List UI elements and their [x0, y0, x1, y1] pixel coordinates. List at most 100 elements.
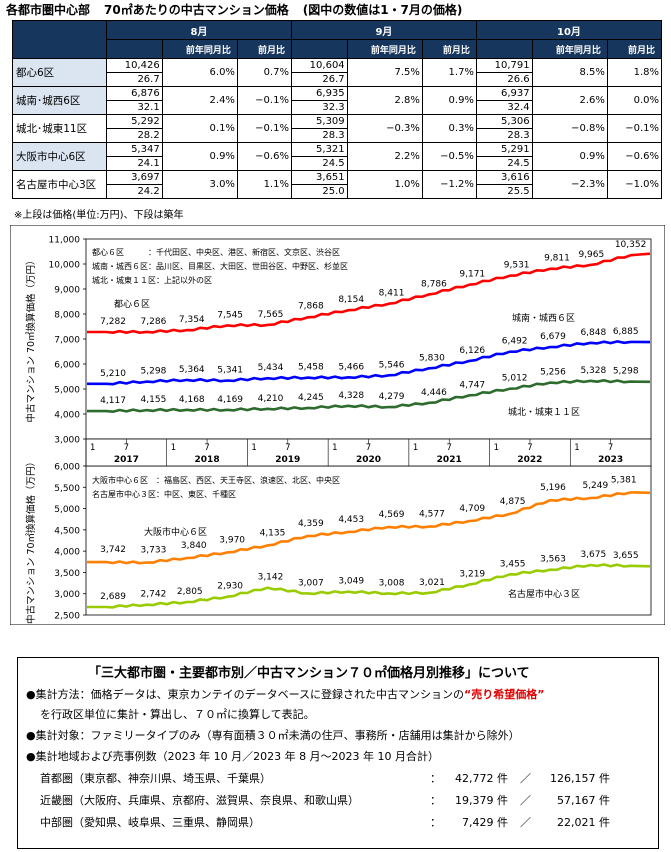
- chart-frame: [10, 225, 665, 625]
- data-label: 4,210: [258, 394, 284, 404]
- data-label: 9,965: [578, 250, 604, 260]
- data-label: 5,210: [100, 369, 126, 379]
- age-value: 28.3: [322, 130, 345, 141]
- y-tick-label: 11,000: [49, 236, 81, 246]
- price-value: 5,306: [476, 115, 532, 129]
- series-line: [87, 252, 651, 334]
- y-axis-label: 中古マンション 70㎡換算価格（万円）: [25, 457, 37, 624]
- y-tick-label: 3,000: [54, 436, 80, 446]
- y-tick-label: 5,000: [54, 386, 80, 396]
- price-cell: 6,935 32.3: [290, 86, 348, 115]
- data-label: 4,453: [338, 515, 364, 525]
- table-row: 城北･城東11区 5,292 28.2 0.1% −0.1% 5,309 28.3 −0.3%…: [12, 114, 663, 143]
- age-value: 24.5: [507, 158, 530, 169]
- month-header-1: 8月: [106, 20, 292, 40]
- data-label: 6,848: [580, 328, 606, 338]
- data-label: 4,135: [260, 528, 286, 538]
- yoy-value: −0.3%: [346, 114, 423, 143]
- y-axis-label: 中古マンション 70㎡換算価格（万円）: [25, 255, 37, 422]
- data-label: 6,126: [459, 346, 485, 356]
- series-1: 3,742 3,733 3,840 3,970 4,135 4,359 4,453 4,569…: [87, 475, 651, 565]
- x-year-label: 2019: [275, 455, 300, 465]
- x-tick-label: 1: [413, 443, 418, 453]
- price-cell: 5,347 24.1: [106, 142, 163, 171]
- y-tick-label: 5,000: [54, 505, 80, 515]
- price-cell: 10,791 26.6: [475, 58, 533, 87]
- price-cell: 10,604 26.7: [290, 58, 348, 87]
- x-tick-label: 1: [332, 443, 337, 453]
- series-name-label: 名古屋市中心３区: [508, 588, 580, 600]
- age-value: 32.4: [507, 102, 530, 113]
- table-row: 城南･城西6区 6,876 32.1 2.4% −0.1% 6,935 32.3 2.8% 0.…: [12, 86, 663, 115]
- age-value: 25.0: [322, 186, 345, 197]
- title-note: (図中の数値は1・7月の価格): [302, 3, 463, 17]
- data-label: 6,492: [502, 337, 528, 347]
- table-row: 都心6区 10,426 26.7 6.0% 0.7% 10,604 26.7 7.5% 1.7%…: [12, 58, 663, 87]
- age-value: 32.1: [137, 102, 160, 113]
- data-label: 7,565: [258, 310, 284, 320]
- price-cell: 3,697 24.2: [106, 170, 163, 199]
- age-value: 28.3: [507, 130, 530, 141]
- yoy-value: 0.9%: [531, 142, 608, 171]
- table-corner: [12, 20, 107, 59]
- data-label: 5,298: [613, 367, 639, 377]
- mom-value: 1.8%: [606, 58, 663, 87]
- mom-value: −1.2%: [421, 170, 477, 199]
- series-name-label: 城南・城西６区: [512, 312, 575, 324]
- month-header-3: 10月: [475, 20, 663, 40]
- legend-text: 城北・城東１１区：上記以外の区: [92, 275, 212, 285]
- data-label: 6,885: [613, 327, 639, 337]
- series-line: [87, 491, 651, 565]
- x-year-label: 2020: [356, 455, 381, 465]
- about-method-cont: を行政区単位に集計・算出し、７０㎡に換算して表記。: [40, 708, 315, 721]
- data-label: 3,563: [540, 555, 566, 565]
- x-year-label: 2018: [195, 455, 220, 465]
- price-cell: 5,309 28.3: [290, 114, 348, 143]
- y-tick-label: 4,000: [54, 411, 80, 421]
- legend-text: 大阪市中心６区 ：福島区、西区、天王寺区、浪速区、北区、中央区: [92, 475, 340, 485]
- data-label: 7,286: [141, 317, 167, 327]
- x-tick-label: 7: [527, 443, 532, 453]
- data-label: 4,279: [379, 392, 405, 402]
- data-label: 3,021: [419, 578, 445, 588]
- region-label: 近畿圏（大阪府、兵庫県、京都府、滋賀県、奈良県、和歌山県）: [40, 794, 359, 807]
- x-tick-label: 1: [494, 443, 499, 453]
- x-year-label: 2023: [598, 455, 623, 465]
- data-label: 4,577: [419, 510, 445, 520]
- col-mom: 前月比: [236, 39, 292, 59]
- col-mom: 前月比: [606, 39, 663, 59]
- data-label: 5,434: [258, 363, 284, 373]
- yoy-value: 7.5%: [346, 58, 423, 87]
- y-tick-label: 4,000: [54, 548, 80, 558]
- data-label: 3,008: [379, 578, 405, 588]
- data-label: 9,811: [544, 254, 570, 264]
- data-label: 4,875: [500, 497, 526, 507]
- region-sep: ／: [520, 772, 531, 785]
- region-colon: ：: [430, 772, 441, 785]
- data-label: 4,169: [217, 395, 243, 405]
- series-line: [87, 340, 651, 386]
- data-label: 4,155: [141, 395, 167, 405]
- x-tick-label: 7: [285, 443, 290, 453]
- data-label: 5,256: [540, 368, 566, 378]
- mom-value: −0.1%: [236, 86, 292, 115]
- yoy-value: 0.9%: [161, 142, 238, 171]
- about-area: ●集計地域および売事例数（2023 年 10 月／2023 年 8 月～2023…: [26, 750, 440, 763]
- data-label: 3,970: [219, 535, 245, 545]
- data-label: 4,245: [298, 393, 324, 403]
- title-main: 各都市圏中心部: [6, 3, 91, 17]
- y-tick-label: 3,500: [54, 569, 80, 579]
- region-count-month: 19,379 件: [455, 794, 508, 807]
- col-price: [475, 39, 533, 59]
- method-highlight: “売り希望価格”: [464, 688, 545, 701]
- series-2: 5,210 5,298 5,364 5,341 5,434 5,458 5,466 5,546…: [87, 312, 651, 386]
- series-1: 7,282 7,286 7,354 7,545 7,565 7,868 8,154 8,411…: [87, 240, 651, 334]
- yoy-value: −2.3%: [531, 170, 608, 199]
- mom-value: −0.5%: [421, 142, 477, 171]
- region-name: 大阪市中心6区: [12, 142, 107, 171]
- data-label: 8,786: [421, 279, 447, 289]
- price-cell: 3,616 25.5: [475, 170, 533, 199]
- mom-value: −0.1%: [236, 114, 292, 143]
- data-label: 3,142: [258, 573, 284, 583]
- price-value: 6,876: [107, 87, 162, 101]
